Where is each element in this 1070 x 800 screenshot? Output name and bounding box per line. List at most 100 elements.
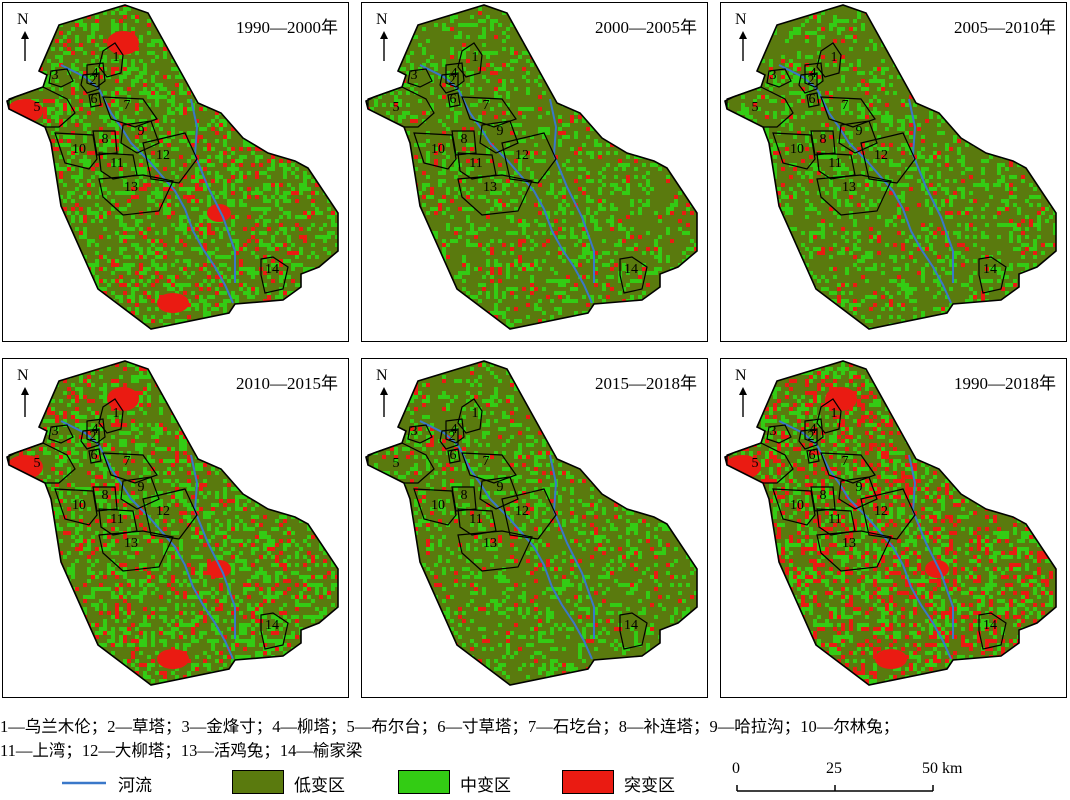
region-number-8: 8 — [820, 488, 827, 503]
scale-bar-line — [736, 785, 934, 792]
region-number-12: 12 — [156, 148, 170, 163]
sub-region-boundary — [439, 72, 459, 94]
region-number-10: 10 — [431, 498, 445, 513]
region-number-3: 3 — [411, 68, 418, 83]
sub-region-boundary — [86, 418, 106, 444]
region-number-4: 4 — [810, 66, 817, 81]
region-number-6: 6 — [809, 448, 816, 463]
region-number-11: 11 — [469, 156, 482, 171]
abrupt-hotspot — [925, 560, 949, 578]
abrupt-hotspot — [157, 649, 189, 669]
sub-region-boundary — [838, 120, 878, 154]
sub-region-boundary — [816, 174, 892, 216]
region-number-11: 11 — [110, 156, 123, 171]
region-number-13: 13 — [842, 536, 856, 551]
region-number-1: 1 — [113, 406, 120, 421]
region-number-5: 5 — [34, 456, 41, 471]
region-number-12: 12 — [874, 148, 888, 163]
sub-region-boundary — [92, 130, 118, 156]
sub-region-boundary — [816, 398, 842, 434]
sub-region-boundary — [804, 62, 824, 88]
river-line — [778, 64, 954, 304]
sub-region-boundary — [445, 62, 465, 88]
north-arrow-icon — [380, 31, 388, 61]
low-change-swatch — [232, 770, 284, 794]
river-line — [419, 420, 595, 660]
sub-region-boundary — [80, 72, 100, 94]
sub-region-boundary — [810, 130, 836, 156]
sub-region-boundary — [413, 488, 457, 526]
scale-tick-0: 0 — [732, 760, 740, 777]
region-number-13: 13 — [483, 180, 497, 195]
sub-region-boundary — [80, 428, 100, 450]
region-number-8: 8 — [102, 132, 109, 147]
sub-region-boundary — [451, 486, 477, 512]
region-number-12: 12 — [874, 504, 888, 519]
sub-region-boundary — [54, 132, 98, 170]
legend-medium: 中变区 — [398, 770, 558, 796]
region-number-4: 4 — [451, 422, 458, 437]
legend-river-label: 河流 — [118, 776, 152, 795]
abrupt-hotspot — [825, 387, 857, 411]
sub-region-boundary — [860, 132, 916, 184]
sub-region-boundary — [98, 174, 174, 216]
sub-region-boundary — [457, 42, 483, 78]
north-arrow: N — [374, 367, 394, 419]
scale-tick-50: 50 km — [922, 760, 963, 777]
region-number-5: 5 — [34, 100, 41, 115]
region-number-11: 11 — [828, 156, 841, 171]
region-number-7: 7 — [124, 98, 131, 113]
scale-tick-25: 25 — [826, 760, 842, 777]
region-number-13: 13 — [124, 180, 138, 195]
map-panel-2005-2010: 1 2 3 4 5 6 7 8 9 10 11 12 13 14 N 2005—2010年 — [720, 2, 1067, 342]
sub-region-boundary — [501, 488, 557, 540]
region-number-13: 13 — [842, 180, 856, 195]
sub-region-boundary — [260, 256, 289, 294]
region-key-line-2: 11—上湾；12—大柳塔；13—活鸡兔；14—榆家梁 — [0, 741, 363, 760]
sub-region-boundary — [447, 92, 461, 108]
sub-region-boundary — [772, 132, 816, 170]
period-label: 2010—2015年 — [236, 374, 338, 393]
sub-region-boundary — [461, 96, 517, 128]
sub-region-boundary — [457, 398, 483, 434]
sub-region-boundary — [479, 476, 519, 510]
study-area-outline — [6, 360, 339, 686]
region-number-5: 5 — [752, 100, 759, 115]
sub-region-boundary — [860, 488, 916, 540]
region-number-3: 3 — [770, 424, 777, 439]
region-number-14: 14 — [624, 262, 638, 277]
sub-region-boundary — [98, 530, 174, 572]
sub-region-boundary — [260, 612, 289, 650]
region-number-8: 8 — [102, 488, 109, 503]
north-label: N — [376, 11, 388, 28]
north-arrow: N — [733, 11, 753, 63]
north-arrow-icon — [380, 387, 388, 417]
sub-region-boundary — [461, 452, 517, 484]
region-number-1: 1 — [113, 50, 120, 65]
sub-region-boundary — [451, 130, 477, 156]
abrupt-hotspot — [875, 649, 907, 669]
sub-region-boundary — [102, 452, 158, 484]
sub-region-boundary — [98, 398, 124, 434]
region-number-2: 2 — [808, 73, 815, 88]
map-panel-2000-2005: 1 2 3 4 5 6 7 8 9 10 11 12 13 14 N 2000—2005年 — [361, 2, 708, 342]
region-number-2: 2 — [90, 73, 97, 88]
region-number-6: 6 — [450, 448, 457, 463]
region-number-8: 8 — [461, 488, 468, 503]
sub-region-boundary — [407, 424, 433, 444]
north-arrow-icon — [739, 387, 747, 417]
region-number-10: 10 — [72, 498, 86, 513]
region-number-10: 10 — [431, 142, 445, 157]
region-number-5: 5 — [393, 100, 400, 115]
sub-region-boundary — [619, 612, 648, 650]
study-area-outline — [365, 4, 698, 330]
north-arrow: N — [374, 11, 394, 63]
region-number-9: 9 — [138, 480, 145, 495]
region-number-7: 7 — [483, 98, 490, 113]
region-number-10: 10 — [790, 142, 804, 157]
sub-region-boundary — [407, 68, 433, 88]
region-number-2: 2 — [449, 429, 456, 444]
sub-region-boundary — [479, 120, 519, 154]
north-arrow: N — [15, 11, 35, 63]
